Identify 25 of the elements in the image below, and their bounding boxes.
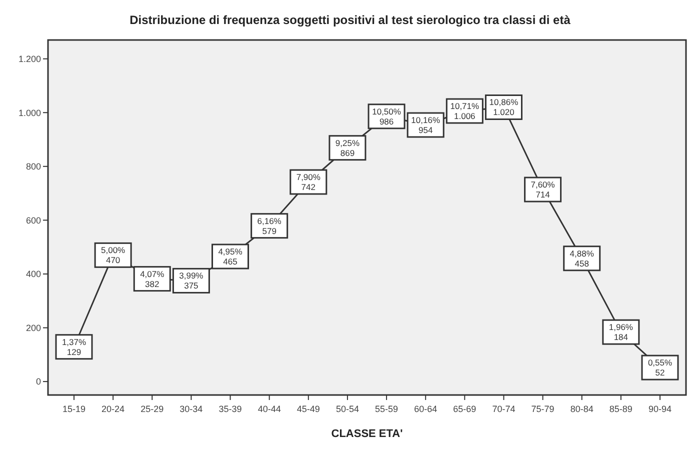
y-tick-label: 1.200 (18, 54, 41, 64)
x-tick-label: 50-54 (336, 404, 359, 414)
y-tick-label: 800 (26, 162, 41, 172)
x-axis-title: CLASSE ETA' (331, 428, 404, 440)
x-tick-label: 35-39 (218, 404, 242, 414)
y-tick-label: 600 (26, 215, 41, 226)
x-tick-label: 85-89 (609, 404, 632, 414)
x-tick-label: 65-69 (453, 404, 476, 414)
x-tick-label: 45-49 (296, 404, 320, 414)
x-tick-label: 25-29 (140, 404, 164, 414)
x-tick-label: 30-34 (180, 404, 203, 414)
chart-title: Distribuzione di frequenza soggetti positivi al test sierologico tra classi di età (130, 13, 571, 27)
x-tick-label: 60-64 (414, 404, 438, 414)
x-tick-label: 75-79 (531, 404, 554, 414)
x-tick-label: 20-24 (102, 404, 125, 414)
y-tick-label: 0 (36, 376, 41, 387)
x-tick-label: 15-19 (62, 404, 86, 414)
x-tick-label: 90-94 (648, 404, 672, 414)
y-tick-label: 1.000 (18, 108, 41, 118)
x-tick-label: 55-59 (375, 404, 398, 414)
x-tick-label: 40-44 (258, 404, 281, 414)
x-tick-label: 70-74 (492, 404, 516, 414)
x-tick-label: 80-84 (570, 404, 594, 414)
y-tick-label: 400 (26, 269, 41, 280)
y-tick-label: 200 (26, 322, 41, 333)
